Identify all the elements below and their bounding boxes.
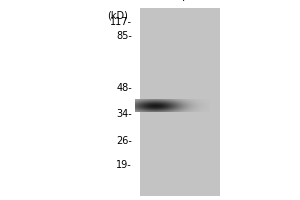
Text: 48-: 48- [116,83,132,93]
Text: 85-: 85- [116,31,132,41]
Text: (kD): (kD) [107,10,128,20]
Text: HeLa: HeLa [178,0,204,3]
Text: 34-: 34- [116,109,132,119]
Text: 26-: 26- [116,136,132,146]
Text: 117-: 117- [110,17,132,27]
Text: 19-: 19- [116,160,132,170]
